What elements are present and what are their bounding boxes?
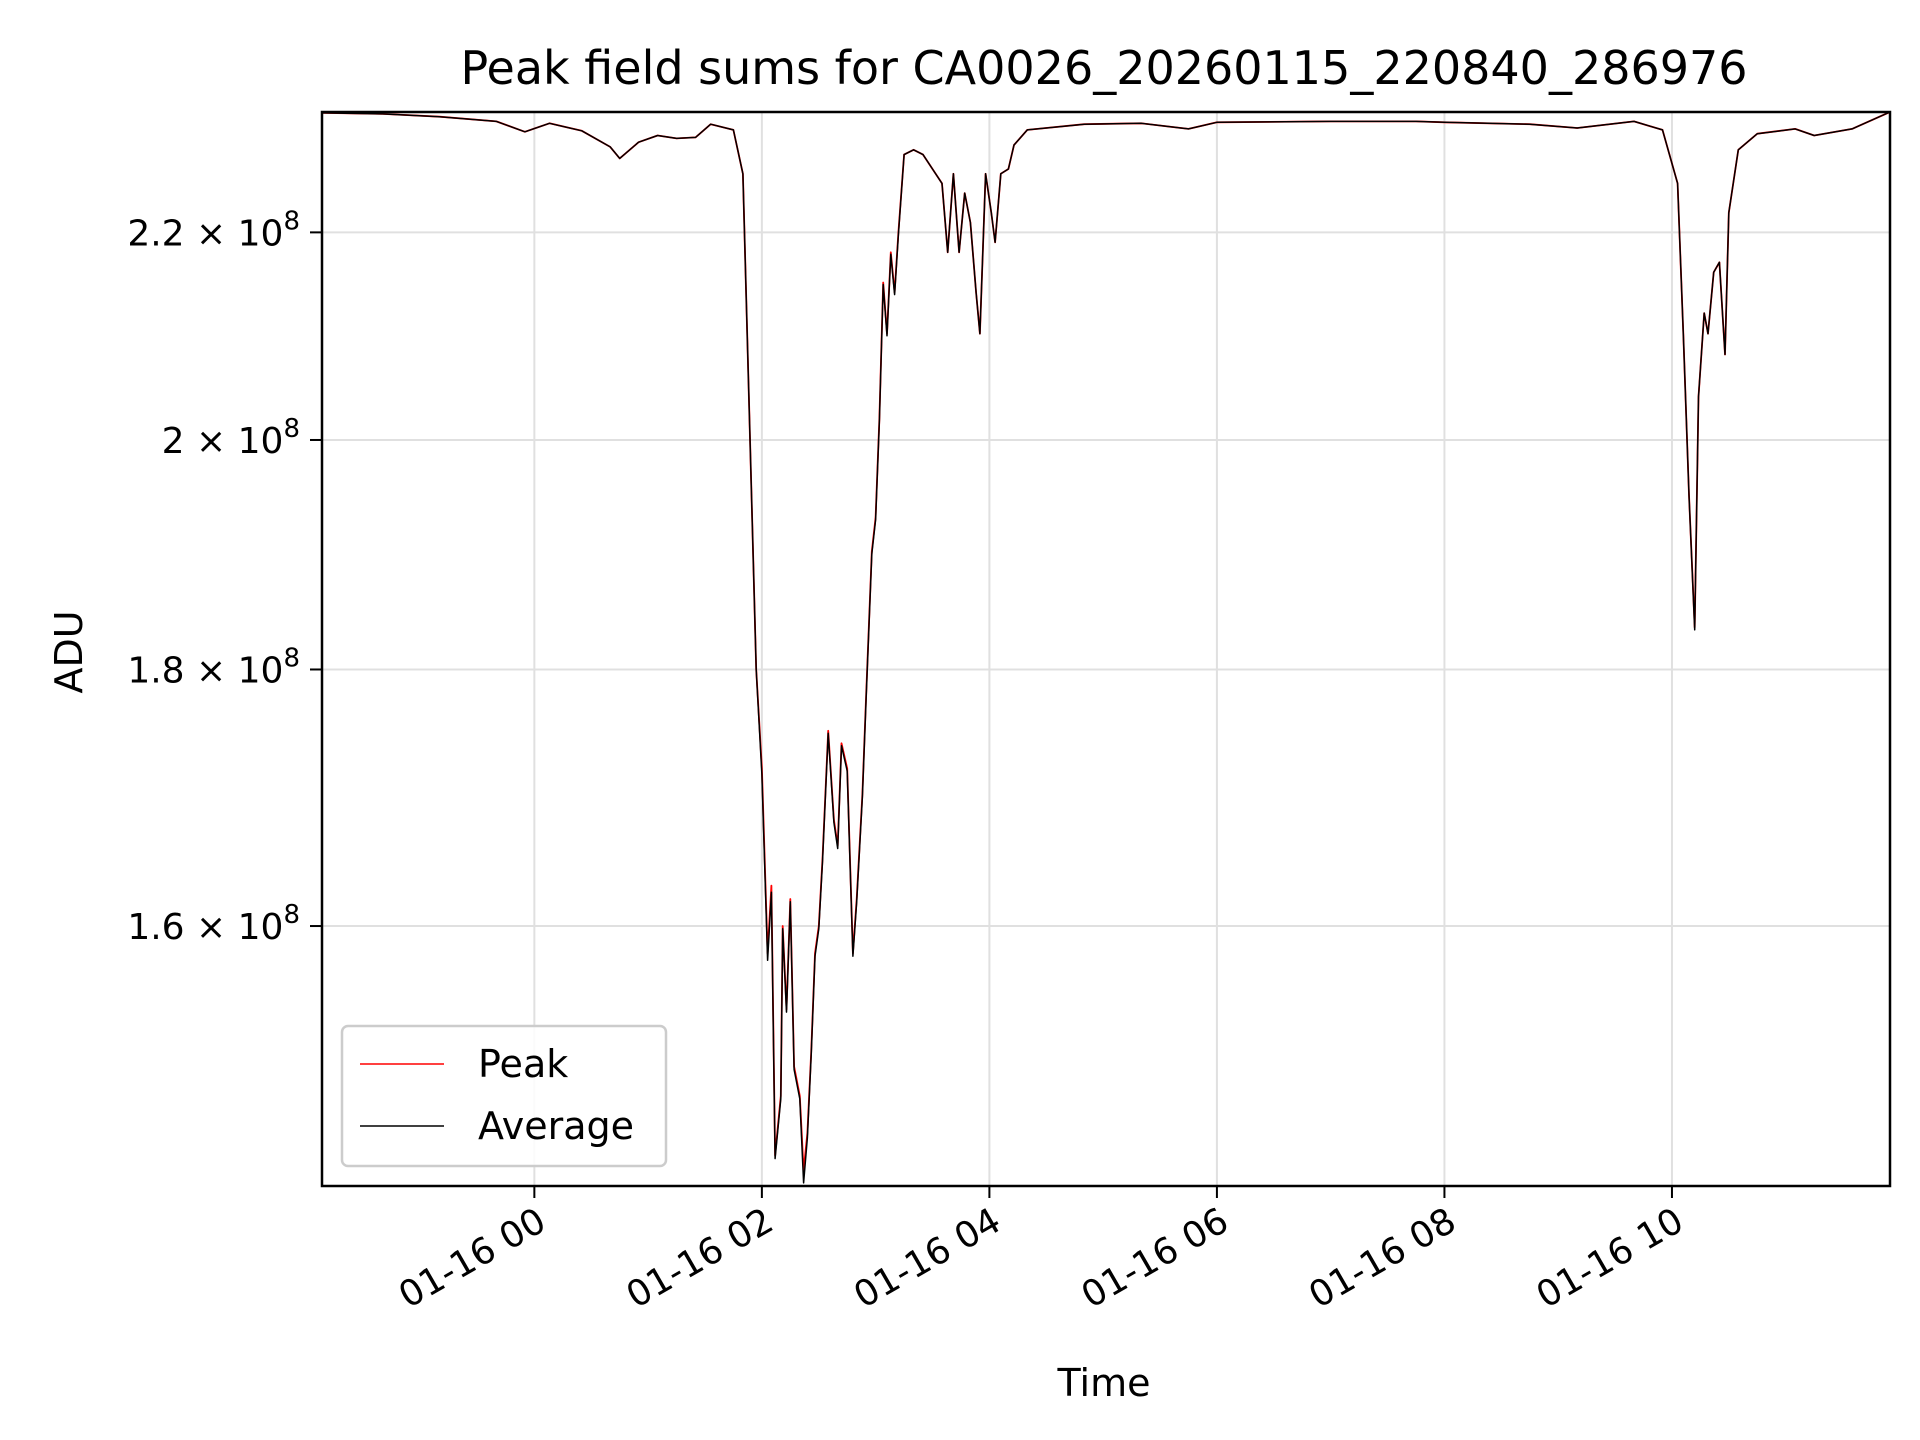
y-tick-times: × xyxy=(185,650,238,691)
y-tick-exponent: 8 xyxy=(283,414,300,444)
chart-title: Peak field sums for CA0026_20260115_2208… xyxy=(460,41,1747,95)
series-lines xyxy=(321,111,1891,1184)
grid-lines xyxy=(322,112,1890,1186)
legend-label-average: Average xyxy=(478,1104,634,1148)
y-tick-label: 2.2 × 108 xyxy=(127,206,300,254)
legend-label-peak: Peak xyxy=(478,1042,568,1086)
legend-box xyxy=(340,1024,668,1168)
y-axis-label: ADU xyxy=(47,610,91,693)
y-tick-base: 10 xyxy=(238,907,284,948)
y-tick-base: 10 xyxy=(238,650,284,691)
x-axis-label: Time xyxy=(1057,1361,1151,1405)
series-line-average xyxy=(321,111,1891,1184)
y-tick-mantissa: 2.2 xyxy=(127,213,184,254)
y-tick-times: × xyxy=(185,907,238,948)
y-tick-label: 2 × 108 xyxy=(162,414,300,462)
y-tick-mantissa: 2 xyxy=(162,421,185,462)
y-tick-base: 10 xyxy=(238,213,284,254)
y-tick-times: × xyxy=(185,421,238,462)
y-tick-mantissa: 1.8 xyxy=(127,650,184,691)
y-tick-times: × xyxy=(185,213,238,254)
y-tick-exponent: 8 xyxy=(283,206,300,236)
plot-frame xyxy=(320,110,1892,1188)
y-tick-label: 1.8 × 108 xyxy=(127,643,300,691)
y-tick-label: 1.6 × 108 xyxy=(127,900,300,948)
y-tick-exponent: 8 xyxy=(283,643,300,673)
y-tick-mantissa: 1.6 xyxy=(127,907,184,948)
legend: Peak Average xyxy=(340,1024,668,1168)
y-tick-exponent: 8 xyxy=(283,900,300,930)
y-tick-base: 10 xyxy=(238,421,284,462)
